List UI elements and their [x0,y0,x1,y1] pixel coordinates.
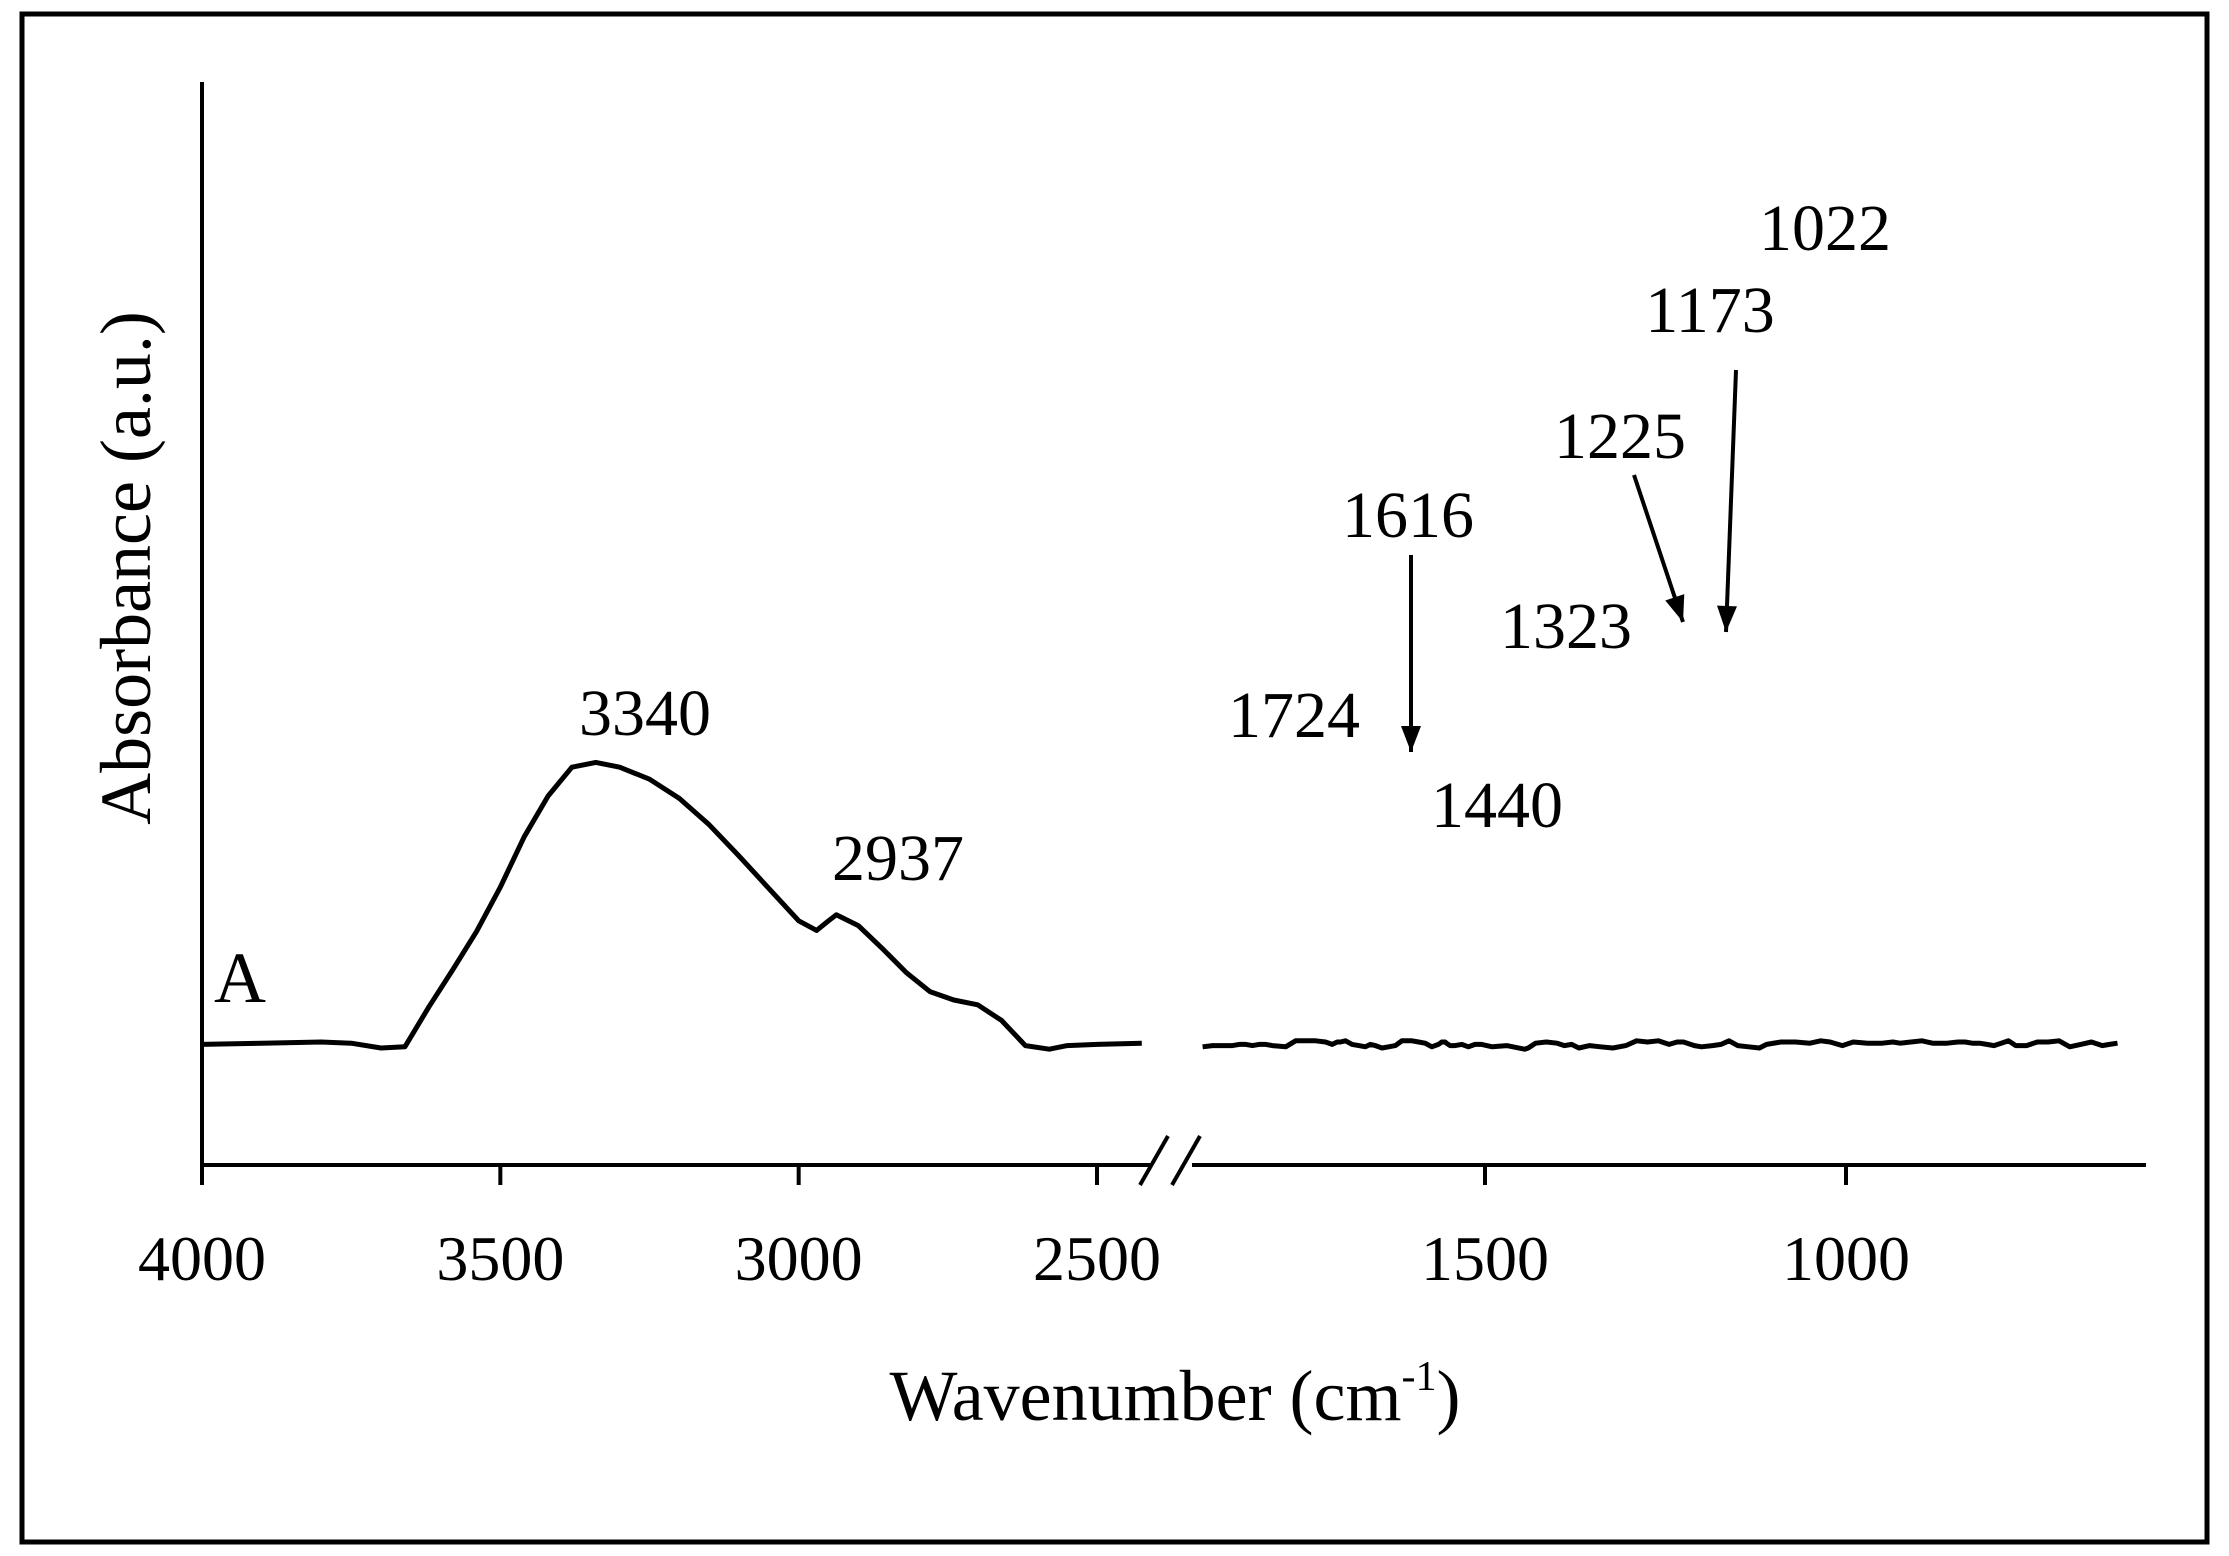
x-ticks: 4000 3500 3000 2500 1500 1000 [138,1165,1910,1294]
peak-label-2937: 2937 [832,822,964,895]
arrow-1616-head [1401,726,1421,752]
peak-annotations: 3340 2937 1724 1616 1440 1323 1225 1173 1022 [579,192,1891,895]
peak-label-1440: 1440 [1431,769,1563,842]
axis-break-mark-2 [1170,1135,1202,1186]
arrow-1173-head [1716,605,1737,632]
axis-break-mark-1 [1138,1135,1170,1186]
x-axis-title-close: ) [1437,1356,1461,1436]
spectrum-line-segment-1 [201,759,1142,1052]
peak-label-1173: 1173 [1645,274,1775,347]
x-axis-title: Wavenumber (cm-1) [890,1354,1461,1436]
axes [200,82,2146,1186]
plot-area [201,759,2118,1052]
x-tick-label-1000: 1000 [1782,1223,1910,1294]
x-tick-label-3000: 3000 [735,1223,863,1294]
x-axis-title-main: Wavenumber (cm [890,1356,1402,1436]
peak-label-1225: 1225 [1554,400,1686,473]
x-axis-title-superscript: -1 [1402,1354,1437,1400]
peak-label-1022: 1022 [1759,192,1891,265]
peak-label-1616: 1616 [1342,479,1474,552]
x-tick-label-4000: 4000 [138,1223,266,1294]
figure-frame [19,11,2210,1545]
panel-label: A [214,938,266,1018]
peak-label-3340: 3340 [579,677,711,750]
x-tick-label-2500: 2500 [1033,1223,1161,1294]
x-tick-label-3500: 3500 [436,1223,564,1294]
spectrum-line-segment-2 [1202,1038,2118,1052]
x-tick-label-1500: 1500 [1421,1223,1549,1294]
arrow-1173-shaft [1724,369,1738,633]
peak-label-1323: 1323 [1500,590,1632,663]
y-axis-title: Absorbance (a.u.) [86,311,166,825]
arrow-1225-head [1665,594,1685,622]
peak-label-1724: 1724 [1228,679,1360,752]
